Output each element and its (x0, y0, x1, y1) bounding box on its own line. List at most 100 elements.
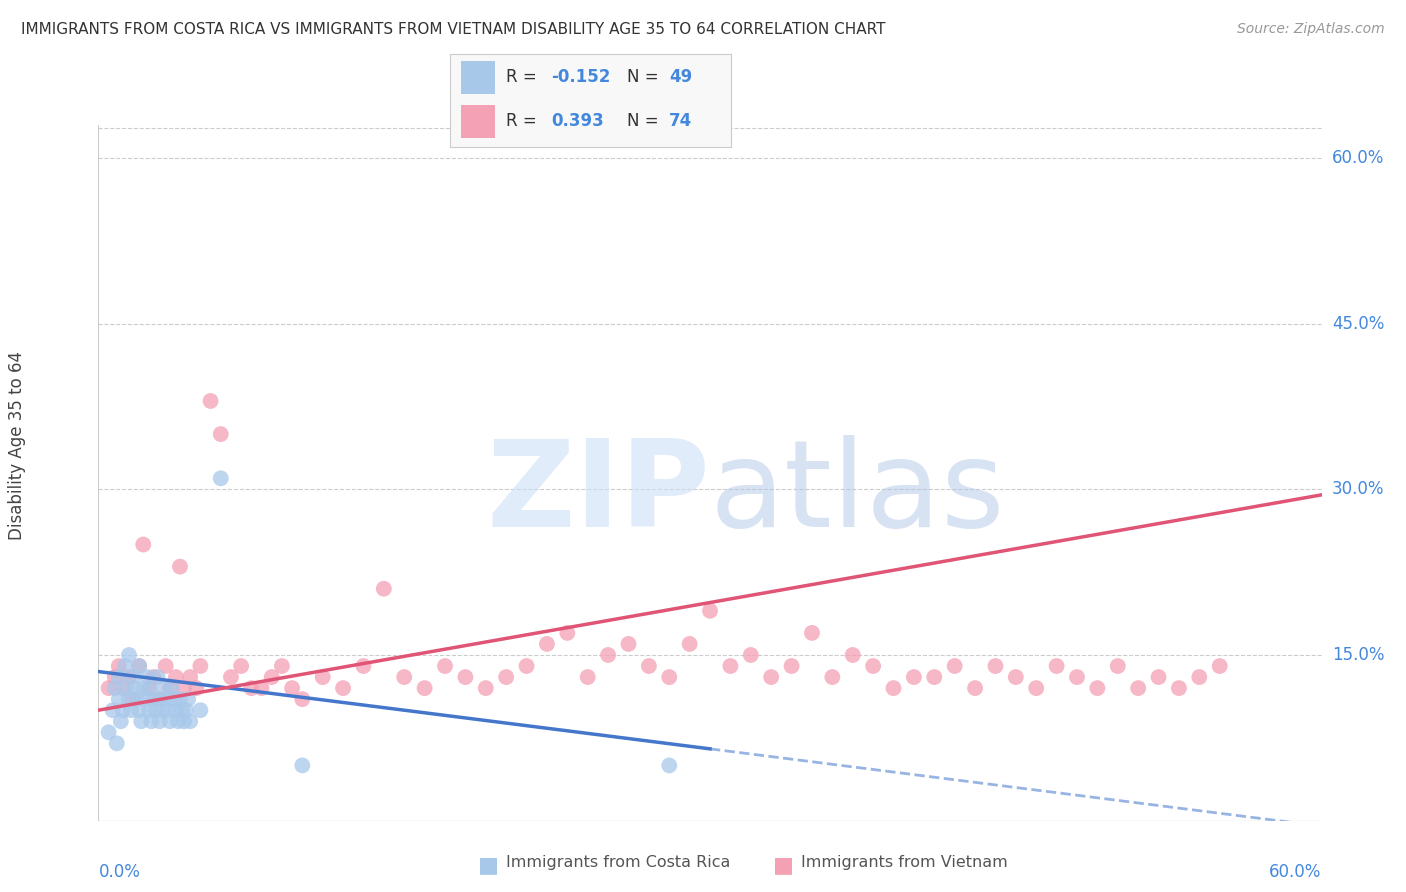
Text: 60.0%: 60.0% (1331, 149, 1385, 167)
Point (149, 692, 172, 706)
Point (165, 703, 187, 717)
Point (118, 670, 141, 684)
Point (152, 681, 174, 695)
Point (128, 659, 150, 673)
Point (780, 659, 803, 673)
Text: ZIP: ZIP (486, 435, 710, 552)
Point (115, 681, 138, 695)
Point (291, 758, 314, 772)
Point (922, 670, 945, 684)
Point (150, 703, 173, 717)
Text: Immigrants from Costa Rica: Immigrants from Costa Rica (506, 855, 731, 870)
Point (1188, 670, 1211, 684)
Point (149, 714, 172, 729)
Point (291, 692, 314, 706)
Point (260, 670, 283, 684)
Point (159, 681, 181, 695)
Point (862, 659, 884, 673)
Point (1085, 681, 1108, 695)
Text: R =: R = (506, 69, 543, 87)
Bar (461, 61, 495, 94)
Point (679, 637, 702, 651)
Point (434, 659, 457, 673)
Point (132, 681, 155, 695)
Point (169, 692, 191, 706)
Point (555, 626, 579, 640)
Point (141, 714, 163, 729)
Point (392, 670, 416, 684)
Point (167, 714, 190, 729)
Text: 15.0%: 15.0% (1331, 646, 1385, 664)
Point (1107, 659, 1129, 673)
Point (108, 692, 131, 706)
Text: 0.0%: 0.0% (98, 863, 141, 880)
Point (146, 670, 169, 684)
Point (617, 637, 640, 651)
Point (138, 681, 160, 695)
Bar (461, 105, 495, 138)
Point (105, 736, 128, 750)
Point (174, 703, 197, 717)
Point (1167, 681, 1189, 695)
Point (637, 659, 661, 673)
Point (1128, 681, 1150, 695)
Point (177, 692, 200, 706)
Point (97, 725, 120, 739)
Point (120, 703, 142, 717)
Text: 0.393: 0.393 (551, 112, 605, 130)
Point (740, 648, 762, 662)
Point (250, 681, 273, 695)
Text: N =: N = (627, 112, 664, 130)
Point (576, 670, 599, 684)
Point (281, 681, 304, 695)
Point (1209, 659, 1232, 673)
Point (209, 427, 232, 442)
Point (179, 714, 201, 729)
Point (1004, 670, 1026, 684)
Point (821, 670, 844, 684)
Point (128, 703, 150, 717)
Point (122, 670, 145, 684)
Point (165, 670, 187, 684)
Point (111, 703, 134, 717)
Point (332, 681, 354, 695)
Point (104, 670, 127, 684)
Text: N =: N = (627, 69, 664, 87)
Point (108, 670, 131, 684)
Point (373, 582, 395, 596)
Point (97, 681, 120, 695)
Text: 74: 74 (669, 112, 693, 130)
Point (1045, 659, 1069, 673)
Point (108, 659, 131, 673)
Text: Disability Age 35 to 64: Disability Age 35 to 64 (8, 351, 25, 541)
Point (173, 681, 195, 695)
Point (149, 692, 172, 706)
Point (312, 670, 335, 684)
Point (761, 670, 783, 684)
Point (352, 659, 374, 673)
Point (209, 471, 232, 485)
Point (200, 394, 222, 409)
Point (156, 703, 179, 717)
Point (240, 681, 263, 695)
Point (145, 703, 167, 717)
Point (159, 714, 181, 729)
Point (163, 692, 186, 706)
Point (188, 659, 212, 673)
Point (1066, 670, 1088, 684)
Text: 45.0%: 45.0% (1331, 315, 1385, 333)
Point (883, 681, 905, 695)
Point (136, 670, 159, 684)
Point (699, 604, 721, 618)
Point (598, 648, 620, 662)
Point (536, 637, 558, 651)
Point (138, 703, 160, 717)
Point (124, 681, 146, 695)
Point (965, 681, 987, 695)
Point (1147, 670, 1170, 684)
Point (270, 659, 294, 673)
Point (474, 681, 498, 695)
Point (110, 714, 132, 729)
Point (841, 648, 863, 662)
Point (173, 714, 195, 729)
